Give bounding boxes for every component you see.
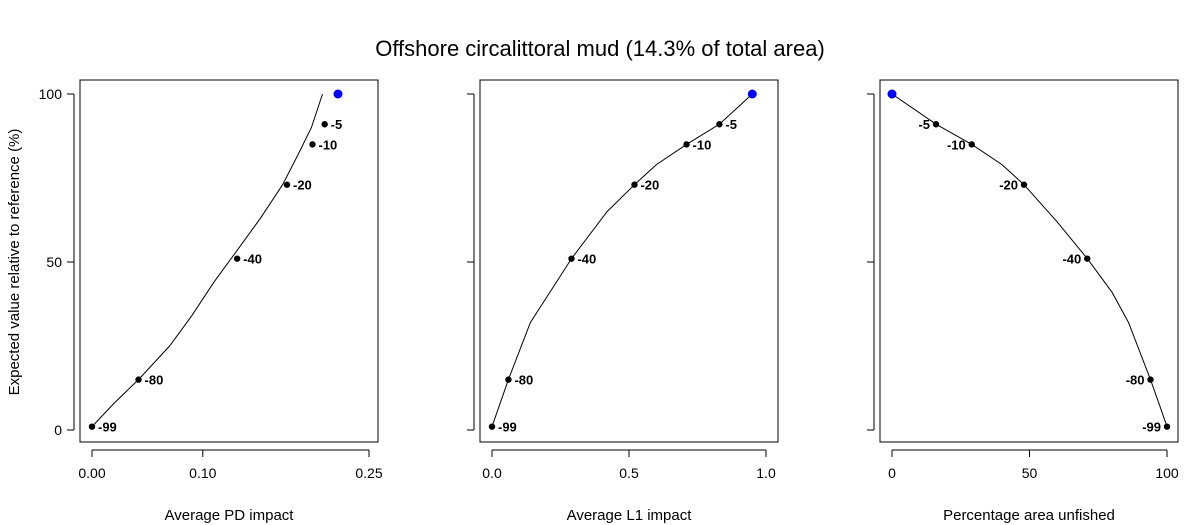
data-label: -10 bbox=[947, 137, 966, 152]
data-label: -80 bbox=[145, 373, 164, 388]
data-label: -5 bbox=[725, 117, 737, 132]
data-label: -20 bbox=[640, 178, 659, 193]
reference-point bbox=[747, 89, 757, 99]
x-tick-label: 0.5 bbox=[619, 465, 639, 481]
data-point bbox=[283, 181, 291, 188]
x-tick-label: 50 bbox=[1022, 465, 1038, 481]
data-label: -99 bbox=[498, 420, 517, 435]
y-axis-label: Expected value relative to reference (%) bbox=[6, 129, 23, 396]
data-point bbox=[309, 141, 316, 148]
data-point bbox=[716, 121, 723, 128]
y-tick-label: 0 bbox=[54, 422, 62, 438]
data-point bbox=[488, 423, 496, 430]
data-label: -99 bbox=[1142, 420, 1161, 435]
x-tick-label: 0.0 bbox=[482, 465, 502, 481]
reference-point bbox=[887, 89, 897, 99]
chart-panel-2: 0.0 0.5 1.0 Average L1 impact -99 -80 -40 -20 -1… bbox=[467, 79, 779, 524]
data-label: -10 bbox=[693, 137, 712, 152]
data-point bbox=[568, 255, 575, 262]
data-label: -80 bbox=[1126, 373, 1145, 388]
chart-panel-1: 0 50 100 0.00 0.10 0.25 Average PD impact -99 -8… bbox=[39, 79, 383, 524]
data-label: -99 bbox=[98, 420, 117, 435]
data-label: -40 bbox=[1062, 252, 1081, 267]
series-line bbox=[891, 93, 1168, 427]
x-axis-label: Average PD impact bbox=[165, 507, 295, 524]
data-point bbox=[135, 376, 142, 383]
data-point bbox=[683, 141, 690, 148]
data-label: -20 bbox=[999, 178, 1018, 193]
x-tick-label: 100 bbox=[1155, 465, 1179, 481]
y-tick-label: 100 bbox=[39, 86, 63, 102]
data-label: -40 bbox=[577, 252, 596, 267]
x-tick-label: 0.00 bbox=[78, 465, 105, 481]
plot-frame bbox=[879, 79, 1179, 443]
data-label: -10 bbox=[318, 137, 337, 152]
series-line bbox=[91, 93, 323, 427]
data-point bbox=[1163, 423, 1171, 430]
plot-frame bbox=[479, 79, 779, 443]
x-axis-label: Percentage area unfished bbox=[943, 507, 1115, 524]
plot-frame bbox=[79, 79, 379, 443]
data-point bbox=[631, 181, 638, 188]
x-tick-label: 0.10 bbox=[189, 465, 216, 481]
x-tick-label: 0.25 bbox=[355, 465, 382, 481]
data-label: -20 bbox=[293, 178, 312, 193]
data-label: -40 bbox=[243, 252, 262, 267]
x-tick-label: 1.0 bbox=[756, 465, 776, 481]
data-point bbox=[1020, 181, 1028, 188]
data-label: -5 bbox=[331, 117, 343, 132]
x-tick-label: 0 bbox=[888, 465, 896, 481]
chart-panel-3: 0 50 100 Percentage area unfished -5 -10 -20 -4… bbox=[867, 79, 1179, 524]
data-point bbox=[932, 121, 940, 128]
chart-title: Offshore circalittoral mud (14.3% of tot… bbox=[375, 36, 825, 61]
data-point bbox=[968, 141, 975, 148]
reference-point bbox=[333, 89, 343, 99]
data-point bbox=[1147, 376, 1154, 383]
y-tick-label: 50 bbox=[46, 254, 62, 270]
data-label: -5 bbox=[918, 117, 930, 132]
data-point bbox=[321, 121, 328, 128]
x-axis-label: Average L1 impact bbox=[567, 507, 693, 524]
series-line bbox=[491, 93, 753, 427]
data-point bbox=[88, 423, 96, 430]
data-label: -80 bbox=[514, 373, 533, 388]
data-point bbox=[233, 255, 241, 262]
data-point bbox=[505, 376, 512, 383]
data-point bbox=[1084, 255, 1091, 262]
